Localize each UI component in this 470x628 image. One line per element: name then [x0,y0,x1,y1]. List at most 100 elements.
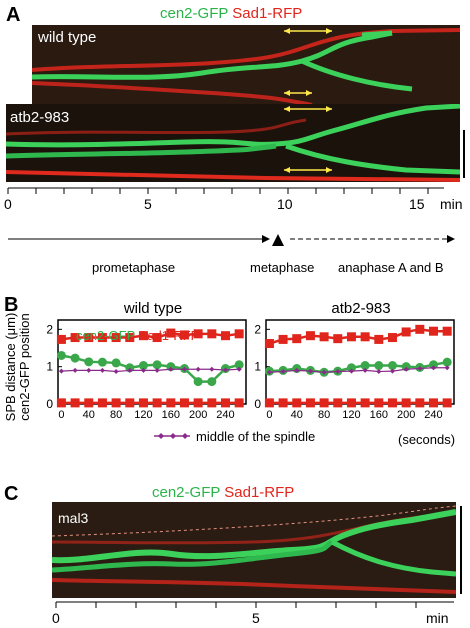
data-point-square [278,398,288,408]
data-point-square [84,398,94,408]
y-tick-label: 1 [46,360,53,374]
data-point-square [234,398,244,408]
data-point-square [415,324,425,334]
data-point-square [428,398,438,408]
legend-c-red-label: Sad1-RFP [224,484,295,501]
spindle-legend-marker [154,433,190,439]
panel-c-time-axis [55,601,454,608]
data-point-square [138,331,148,341]
panel-a-legend: cen2-GFP Sad1-RFP [160,5,302,22]
legend-c-green-label: cen2-GFP [152,484,221,501]
panel-c-tick-5: 5 [252,610,260,626]
data-point-square [264,339,274,349]
y-tick-label: 0 [46,397,53,411]
data-point-square [360,398,370,408]
timeline-axis [7,187,455,246]
data-point-circle [442,357,452,367]
data-point-circle [70,353,80,363]
data-point-square [179,330,189,340]
data-point-square [166,398,176,408]
data-point-diamond [294,367,300,373]
x-tick-label: 200 [397,409,415,421]
data-point-square [292,398,302,408]
x-tick-label: 0 [266,409,272,421]
y-tick-label: 0 [254,397,261,411]
panel-b-letter: B [4,294,19,316]
data-point-circle [193,377,203,387]
data-point-diamond [181,366,187,372]
panel-c-legend: cen2-GFP Sad1-RFP [152,484,294,501]
x-tick-label: 40 [83,409,95,421]
data-point-circle [56,350,66,360]
data-point-square [374,334,384,344]
data-point-diamond [444,365,450,371]
data-point-circle [234,360,244,370]
data-point-diamond [362,367,368,373]
data-point-square [125,398,135,408]
x-tick-label: 240 [424,409,442,421]
stage-prometaphase: prometaphase [92,260,176,275]
data-point-square [70,333,80,343]
data-point-square [207,398,217,408]
data-point-square [360,332,370,342]
data-point-diamond [195,366,201,372]
data-point-square [220,398,230,408]
kymograph-mal3-image [52,502,456,598]
data-point-square [111,333,121,343]
chart-title-atb2: atb2-983 [331,300,391,317]
kymograph-mal3-label: mal3 [58,510,89,526]
data-point-square [193,329,203,339]
data-point-diamond [58,368,64,374]
x-axis-unit: (seconds) [398,432,456,447]
x-tick-label: 80 [318,409,330,421]
data-point-square [442,326,452,336]
data-point-diamond [209,366,215,372]
data-point-diamond [280,369,286,375]
data-point-square [193,398,203,408]
data-point-diamond [127,367,133,373]
kymograph-atb2-label: atb2-983 [10,109,70,126]
data-point-diamond [376,369,382,375]
stage-metaphase: metaphase [250,260,315,275]
panel-c-unit: min [426,610,449,626]
timeline-tick-15: 15 [409,196,425,212]
data-point-square [305,398,315,408]
data-point-circle [138,361,148,371]
x-tick-label: 120 [134,409,152,421]
data-point-diamond [403,366,409,372]
data-point-square [111,398,121,408]
x-tick-label: 160 [370,409,388,421]
data-point-circle [84,357,94,367]
data-point-square [56,334,66,344]
data-point-square [207,329,217,339]
data-point-diamond [335,369,341,375]
data-point-square [97,398,107,408]
scale-bar-c [460,506,462,594]
panel-b-legend: cen2-GFP Sad1-RFP [76,328,199,343]
data-point-square [346,332,356,342]
data-point-square [319,398,329,408]
data-point-square [152,398,162,408]
data-point-circle [346,363,356,373]
data-point-diamond [417,366,423,372]
data-point-circle [374,361,384,371]
data-point-circle [207,377,217,387]
data-point-square [97,333,107,343]
data-point-diamond [168,366,174,372]
timeline-unit: min [440,196,463,212]
data-point-diamond [430,365,436,371]
data-point-diamond [140,367,146,373]
data-point-circle [360,361,370,371]
data-point-square [56,398,66,408]
data-point-square [292,334,302,344]
kymograph-atb2-image [6,104,460,182]
kymograph-wild-type-image [32,25,460,105]
spindle-legend-label: middle of the spindle [196,429,316,444]
data-point-diamond [307,368,313,374]
data-point-diamond [236,366,242,372]
data-point-square [401,398,411,408]
kymograph-mal3 [52,502,456,598]
data-point-square [70,398,80,408]
timeline-tick-0: 0 [4,196,12,212]
